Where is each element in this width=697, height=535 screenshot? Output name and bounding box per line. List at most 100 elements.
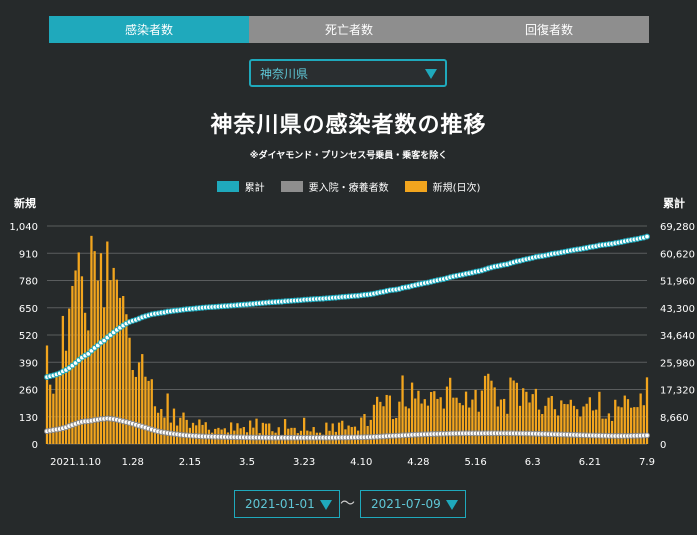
bar-new — [515, 382, 518, 444]
bar-new — [249, 420, 252, 444]
bar-new — [106, 241, 109, 444]
x-tick-label: 7.9 — [639, 457, 655, 468]
bar-new — [74, 270, 77, 444]
y-tick-label-left: 1,040 — [9, 222, 38, 233]
legend-label-cumulative: 累計 — [244, 183, 265, 194]
bar-new — [166, 393, 169, 444]
legend-item-cumulative[interactable]: 累計 — [216, 179, 265, 194]
bar-new — [445, 386, 449, 444]
legend-item-hospitalized[interactable]: 要入院・療養者数 — [280, 179, 389, 194]
bar-new — [398, 401, 401, 444]
bar-new — [109, 280, 112, 444]
x-tick-label: 4.28 — [407, 457, 429, 468]
bar-new — [391, 419, 395, 444]
y-tick-label-left: 910 — [19, 249, 38, 260]
bar-new — [518, 405, 522, 444]
bar-new — [468, 407, 471, 444]
bar-new — [604, 418, 607, 444]
end-date-select[interactable]: 2021-07-09 — [360, 490, 466, 518]
y-tick-label-left: 260 — [19, 386, 38, 397]
bar-new — [137, 362, 141, 444]
bar-new — [144, 376, 147, 444]
bar-new — [477, 411, 480, 444]
bar-new — [128, 337, 131, 444]
bar-new — [204, 422, 207, 444]
prefecture-select-value: 神奈川県 — [260, 66, 309, 81]
x-tick-label: 2021.1.10 — [50, 457, 101, 468]
bar-new — [487, 373, 490, 444]
bar-new — [407, 408, 411, 444]
x-tick-label: 3.5 — [239, 457, 255, 468]
bar-new — [563, 403, 566, 444]
bar-new — [153, 406, 157, 444]
prefecture-select[interactable]: 神奈川県 — [249, 59, 447, 87]
bar-new — [118, 297, 122, 444]
bar-new — [493, 387, 496, 444]
bar-new — [569, 399, 572, 444]
bar-new — [420, 403, 423, 444]
start-date-select[interactable]: 2021-01-01 — [234, 490, 340, 518]
bar-new — [426, 405, 430, 444]
bar-new — [404, 406, 407, 444]
y-tick-label-left: 520 — [19, 331, 38, 342]
bar-new — [264, 423, 268, 444]
bar-new — [572, 405, 576, 444]
bar-new — [131, 370, 134, 444]
cumulative-line — [46, 235, 648, 378]
bar-new — [385, 394, 388, 444]
tab-infections[interactable]: 感染者数 — [49, 16, 249, 43]
bar-new — [112, 267, 115, 444]
bar-new — [379, 401, 382, 444]
bar-new — [531, 394, 534, 444]
bar-new — [372, 404, 376, 444]
bar-new — [141, 354, 144, 444]
bar-new — [115, 279, 118, 444]
bar-new — [436, 398, 439, 444]
y-tick-label-left: 650 — [19, 304, 38, 315]
bar-new — [610, 420, 614, 444]
bar-new — [607, 413, 611, 444]
bar-new — [382, 406, 385, 444]
bar-new — [544, 405, 547, 444]
bar-new — [455, 397, 458, 444]
y-tick-label-right: 60,620 — [660, 249, 695, 260]
legend-label-new: 新規(日次) — [432, 183, 481, 194]
bar-new — [103, 307, 106, 444]
bar-new — [642, 405, 645, 444]
bar-new — [547, 397, 550, 444]
legend-item-new[interactable]: 新規(日次) — [404, 179, 481, 194]
bar-new — [534, 388, 538, 444]
bar-new — [490, 380, 493, 444]
chevron-down-icon — [446, 500, 458, 510]
bar-new — [395, 418, 398, 444]
y-tick-label-right: 17,320 — [660, 386, 695, 397]
bar-new — [639, 393, 642, 444]
x-tick-label: 3.23 — [293, 457, 315, 468]
cumulative-point — [644, 233, 650, 240]
bar-new — [496, 406, 499, 444]
tab-recoveries[interactable]: 回復者数 — [449, 16, 649, 43]
tab-bar: 感染者数 死亡者数 回復者数 — [49, 16, 649, 43]
chart-subtitle: ※ダイヤモンド・プリンセス号乗員・乗客を除く — [249, 151, 448, 161]
bar-new — [429, 392, 433, 444]
bar-new — [576, 409, 579, 444]
bar-new — [64, 350, 68, 444]
bar-new — [261, 422, 265, 444]
legend-swatch-hospitalized — [280, 181, 303, 192]
bar-new — [68, 308, 71, 444]
y-tick-label-right: 34,640 — [660, 331, 695, 342]
bar-new — [61, 315, 65, 444]
bar-new — [388, 395, 391, 444]
bar-new — [369, 419, 372, 444]
bar-new — [229, 422, 233, 444]
bar-new — [506, 413, 509, 444]
bar-new — [179, 417, 182, 444]
bar-new — [461, 405, 465, 444]
tab-deaths[interactable]: 死亡者数 — [249, 16, 449, 43]
bar-new — [591, 410, 595, 444]
bar-new — [423, 399, 426, 444]
bar-new — [525, 391, 528, 444]
bar-new — [160, 408, 163, 444]
date-range-separator: 〜 — [340, 494, 356, 512]
bar-new — [401, 375, 404, 444]
